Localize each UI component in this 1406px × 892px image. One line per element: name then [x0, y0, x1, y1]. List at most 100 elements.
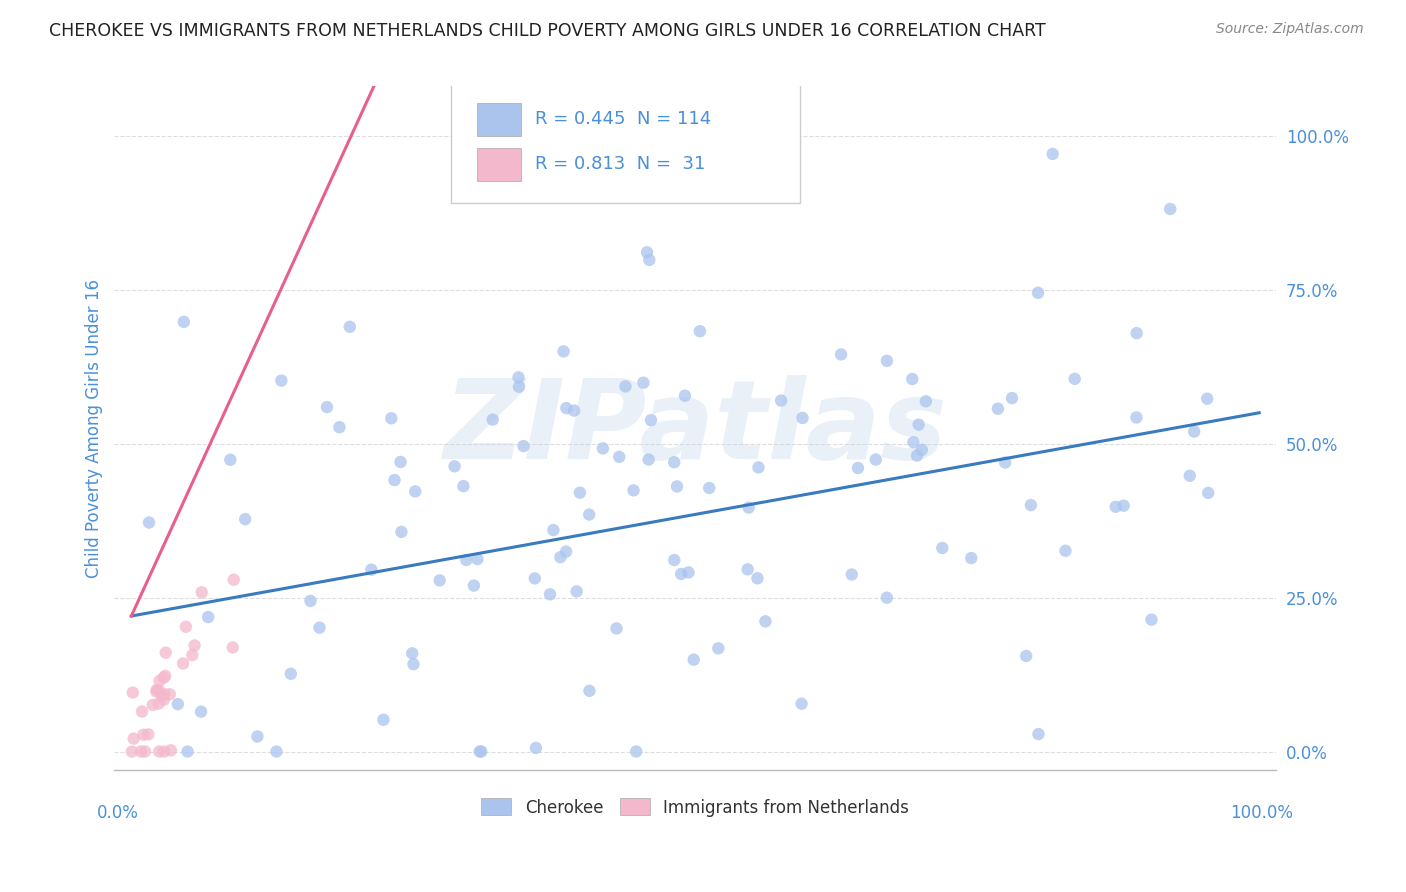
Point	[131, 705, 153, 719]
Point	[637, 452, 659, 467]
Point	[389, 455, 412, 469]
Point	[669, 566, 692, 581]
Point	[402, 657, 425, 672]
Point	[153, 745, 176, 759]
Text: R = 0.445  N = 114: R = 0.445 N = 114	[534, 111, 711, 128]
Point	[176, 745, 198, 759]
Point	[429, 574, 451, 588]
Point	[1125, 326, 1147, 341]
Point	[1105, 500, 1128, 514]
Point	[172, 657, 194, 671]
Point	[614, 379, 637, 393]
Point	[468, 745, 491, 759]
Point	[737, 500, 759, 515]
Point	[453, 479, 475, 493]
Point	[401, 646, 423, 660]
Point	[181, 648, 204, 663]
Point	[903, 435, 925, 450]
Point	[1159, 202, 1181, 216]
Point	[636, 245, 658, 260]
Text: ZIPatlas: ZIPatlas	[443, 375, 948, 482]
Point	[707, 641, 730, 656]
Point	[682, 653, 704, 667]
Point	[1001, 391, 1024, 405]
Point	[384, 473, 406, 487]
Point	[508, 370, 530, 384]
Point	[876, 591, 898, 605]
Point	[960, 551, 983, 566]
Point	[931, 541, 953, 555]
Point	[233, 512, 256, 526]
Point	[1019, 498, 1042, 512]
Point	[122, 731, 145, 746]
Point	[339, 319, 361, 334]
Point	[328, 420, 350, 434]
Point	[456, 553, 478, 567]
Point	[155, 646, 177, 660]
Point	[697, 481, 720, 495]
Point	[689, 324, 711, 338]
Point	[132, 728, 155, 742]
Point	[555, 401, 578, 416]
Point	[467, 552, 489, 566]
Point	[578, 508, 600, 522]
Point	[150, 690, 173, 704]
Point	[666, 479, 689, 493]
Point	[623, 483, 645, 498]
Point	[747, 571, 769, 585]
Point	[907, 417, 929, 432]
Point	[219, 452, 242, 467]
Point	[543, 523, 565, 537]
Point	[747, 460, 769, 475]
Point	[1015, 648, 1038, 663]
Point	[134, 745, 156, 759]
Point	[523, 571, 546, 585]
Point	[987, 401, 1010, 416]
Point	[380, 411, 402, 425]
Point	[145, 683, 167, 698]
Text: CHEROKEE VS IMMIGRANTS FROM NETHERLANDS CHILD POVERTY AMONG GIRLS UNDER 16 CORRE: CHEROKEE VS IMMIGRANTS FROM NETHERLANDS …	[49, 22, 1046, 40]
Point	[1125, 410, 1147, 425]
Point	[148, 745, 170, 759]
Point	[1140, 613, 1163, 627]
Point	[638, 252, 661, 267]
Point	[1026, 285, 1049, 300]
Point	[152, 671, 174, 685]
Point	[129, 745, 152, 759]
Point	[159, 687, 181, 701]
Point	[911, 442, 934, 457]
Point	[640, 413, 662, 427]
Text: R = 0.813  N =  31: R = 0.813 N = 31	[534, 155, 706, 173]
Point	[173, 315, 195, 329]
Point	[915, 394, 938, 409]
Point	[160, 743, 183, 757]
Point	[553, 344, 575, 359]
Point	[197, 610, 219, 624]
Point	[792, 411, 814, 425]
Point	[183, 639, 205, 653]
Point	[153, 693, 176, 707]
Point	[316, 400, 339, 414]
Point	[770, 393, 793, 408]
Point	[555, 544, 578, 558]
Point	[404, 484, 426, 499]
Point	[905, 449, 928, 463]
Point	[512, 439, 534, 453]
Point	[270, 374, 292, 388]
Point	[266, 745, 288, 759]
Point	[901, 372, 924, 386]
Point	[190, 705, 212, 719]
Point	[246, 730, 269, 744]
Point	[754, 615, 776, 629]
Point	[221, 640, 243, 655]
Point	[481, 412, 503, 426]
Point	[174, 620, 197, 634]
Point	[737, 562, 759, 576]
Point	[846, 461, 869, 475]
Point	[148, 683, 170, 698]
Point	[605, 622, 627, 636]
Legend: Cherokee, Immigrants from Netherlands: Cherokee, Immigrants from Netherlands	[475, 792, 915, 823]
Point	[308, 621, 330, 635]
Y-axis label: Child Poverty Among Girls Under 16: Child Poverty Among Girls Under 16	[86, 278, 103, 578]
Point	[443, 459, 465, 474]
